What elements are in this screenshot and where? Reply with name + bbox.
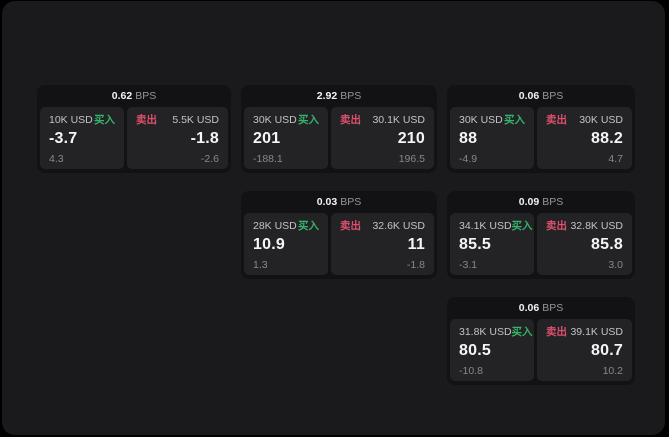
sell-price: 80.7	[591, 342, 623, 359]
sell-price: 85.8	[591, 236, 623, 253]
buy-delta: -3.1	[459, 259, 478, 271]
sell-label: 卖出	[546, 220, 567, 232]
sell-tile[interactable]: 卖出 5.5K USD -1.8 -2.6	[127, 107, 228, 169]
quote-grid: 0.62 BPS 10K USD 买入 -3.7 4.3 卖出 5.5K USD	[37, 85, 635, 385]
spread-header: 0.62 BPS	[37, 85, 231, 107]
buy-price: 85.5	[459, 236, 491, 253]
spread-header: 0.06 BPS	[447, 85, 635, 107]
sell-tile[interactable]: 卖出 32.6K USD 11 -1.8	[331, 213, 434, 275]
quote-card: 0.03 BPS 28K USD 买入 10.9 1.3 卖出 32.6K USD	[241, 191, 437, 279]
quote-card: 0.09 BPS 34.1K USD 买入 85.5 -3.1 卖出 32.8K …	[447, 191, 635, 279]
sell-size: 5.5K USD	[172, 114, 219, 126]
sell-tile[interactable]: 卖出 32.8K USD 85.8 3.0	[537, 213, 632, 275]
sell-label: 卖出	[546, 326, 567, 338]
spread-unit: BPS	[542, 302, 564, 314]
sell-price: 88.2	[591, 130, 623, 147]
buy-tile[interactable]: 30K USD 买入 201 -188.1	[244, 107, 328, 169]
quote-card: 2.92 BPS 30K USD 买入 201 -188.1 卖出 30.1K U…	[241, 85, 437, 173]
sell-tile[interactable]: 卖出 30K USD 88.2 4.7	[537, 107, 632, 169]
buy-label: 买入	[504, 114, 525, 126]
buy-size: 10K USD	[49, 114, 93, 126]
buy-label: 买入	[94, 114, 115, 126]
buy-delta: -188.1	[253, 153, 283, 165]
sell-size: 30.1K USD	[372, 114, 425, 126]
buy-tile[interactable]: 28K USD 买入 10.9 1.3	[244, 213, 328, 275]
buy-tile[interactable]: 10K USD 买入 -3.7 4.3	[40, 107, 124, 169]
spread-value: 2.92	[316, 90, 338, 102]
sell-price: 11	[407, 236, 425, 253]
buy-delta: -10.8	[459, 365, 483, 377]
spread-value: 0.06	[518, 90, 540, 102]
spread-value: 0.03	[316, 196, 338, 208]
sell-delta: 4.7	[608, 153, 623, 165]
spread-unit: BPS	[542, 196, 564, 208]
spread-value: 0.62	[111, 90, 133, 102]
buy-label: 买入	[511, 220, 533, 232]
buy-price: 88	[459, 130, 478, 147]
sell-label: 卖出	[340, 220, 361, 232]
spread-header: 0.03 BPS	[241, 191, 437, 213]
spread-header: 0.06 BPS	[447, 297, 635, 319]
sell-delta: 3.0	[608, 259, 623, 271]
buy-delta: 1.3	[253, 259, 268, 271]
sell-tile[interactable]: 卖出 39.1K USD 80.7 10.2	[537, 319, 632, 381]
sell-tile[interactable]: 卖出 30.1K USD 210 196.5	[331, 107, 434, 169]
buy-size: 34.1K USD	[459, 220, 512, 232]
sell-size: 32.6K USD	[372, 220, 425, 232]
sell-size: 32.8K USD	[570, 220, 623, 232]
quote-card: 0.06 BPS 31.8K USD 买入 80.5 -10.8 卖出 39.1K…	[447, 297, 635, 385]
sell-price: -1.8	[190, 130, 219, 147]
quote-card: 0.62 BPS 10K USD 买入 -3.7 4.3 卖出 5.5K USD	[37, 85, 231, 173]
buy-price: 10.9	[253, 236, 285, 253]
spread-value: 0.09	[518, 196, 540, 208]
sell-delta: -1.8	[406, 259, 425, 271]
spread-unit: BPS	[340, 196, 362, 208]
spread-header: 0.09 BPS	[447, 191, 635, 213]
sell-delta: -2.6	[200, 153, 219, 165]
sell-delta: 10.2	[602, 365, 623, 377]
sell-size: 30K USD	[579, 114, 623, 126]
sell-label: 卖出	[136, 114, 157, 126]
buy-tile[interactable]: 31.8K USD 买入 80.5 -10.8	[450, 319, 534, 381]
buy-label: 买入	[511, 326, 533, 338]
spread-unit: BPS	[542, 90, 564, 102]
buy-price: -3.7	[49, 130, 78, 147]
buy-label: 买入	[298, 114, 319, 126]
spread-value: 0.06	[518, 302, 540, 314]
buy-delta: -4.9	[459, 153, 478, 165]
buy-delta: 4.3	[49, 153, 64, 165]
sell-label: 卖出	[546, 114, 567, 126]
sell-label: 卖出	[340, 114, 361, 126]
buy-size: 30K USD	[459, 114, 503, 126]
sell-delta: 196.5	[398, 153, 425, 165]
buy-size: 30K USD	[253, 114, 297, 126]
buy-size: 28K USD	[253, 220, 297, 232]
spread-unit: BPS	[135, 90, 157, 102]
spread-header: 2.92 BPS	[241, 85, 437, 107]
buy-size: 31.8K USD	[459, 326, 512, 338]
buy-label: 买入	[298, 220, 319, 232]
buy-tile[interactable]: 30K USD 买入 88 -4.9	[450, 107, 534, 169]
quote-card: 0.06 BPS 30K USD 买入 88 -4.9 卖出 30K USD	[447, 85, 635, 173]
sell-price: 210	[397, 130, 425, 147]
buy-tile[interactable]: 34.1K USD 买入 85.5 -3.1	[450, 213, 534, 275]
spread-unit: BPS	[340, 90, 362, 102]
buy-price: 80.5	[459, 342, 491, 359]
sell-size: 39.1K USD	[570, 326, 623, 338]
buy-price: 201	[253, 130, 281, 147]
